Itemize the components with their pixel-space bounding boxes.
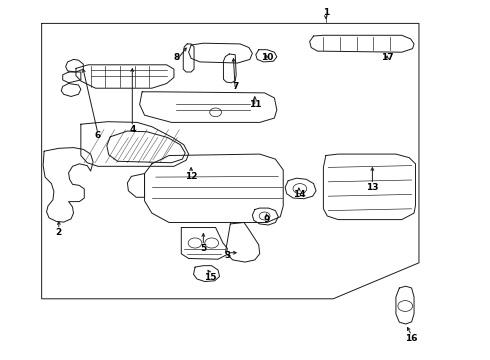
Text: 10: 10 <box>261 53 273 62</box>
Text: 17: 17 <box>381 53 393 62</box>
Text: 9: 9 <box>264 215 270 224</box>
Text: 3: 3 <box>225 251 231 260</box>
Text: 1: 1 <box>323 8 329 17</box>
Text: 11: 11 <box>248 100 261 109</box>
Text: 7: 7 <box>232 82 239 91</box>
Text: 16: 16 <box>405 334 418 343</box>
Text: 2: 2 <box>56 228 62 237</box>
Text: 13: 13 <box>366 183 379 192</box>
Text: 12: 12 <box>185 172 197 181</box>
Text: 8: 8 <box>173 53 179 62</box>
Text: 6: 6 <box>95 130 101 139</box>
Text: 15: 15 <box>204 273 217 282</box>
Text: 14: 14 <box>293 190 305 199</box>
Text: 5: 5 <box>200 244 206 253</box>
Text: 4: 4 <box>129 125 136 134</box>
